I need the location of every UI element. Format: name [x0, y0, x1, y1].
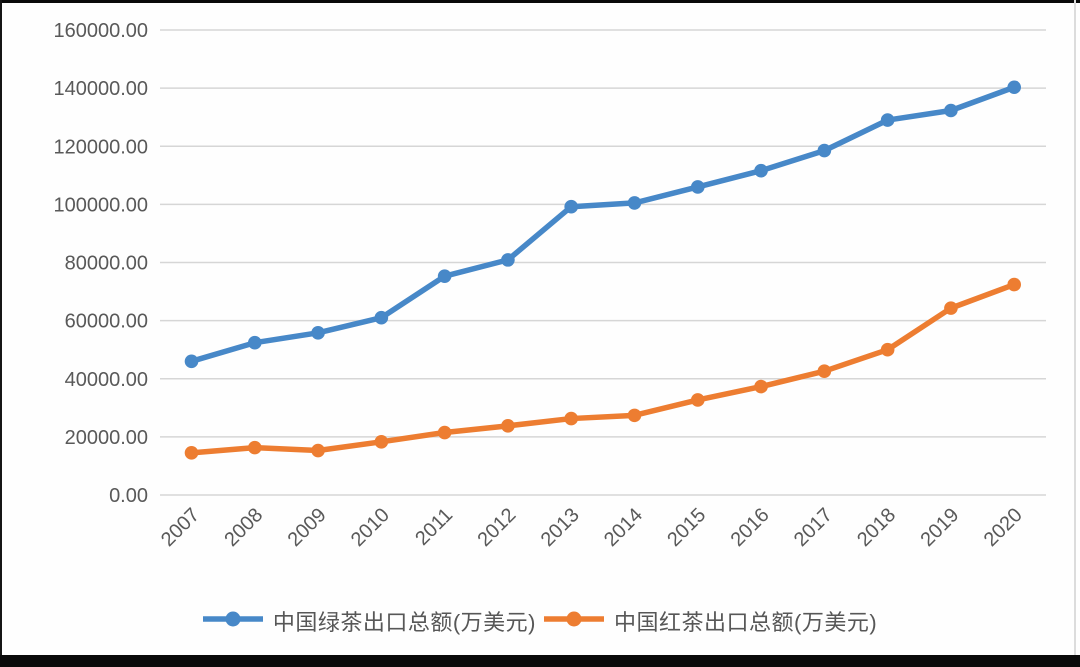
data-point-series0-2007: [184, 354, 199, 369]
data-point-series0-2011: [437, 269, 452, 283]
data-point-series0-2008: [247, 335, 262, 350]
data-point-series0-2013: [564, 199, 579, 214]
x-axis-tick-label: 2014: [600, 504, 647, 551]
data-point-series1-2010: [374, 435, 389, 449]
line-chart: 0.00 20000.00 40000.00 60000.00 80000.00 1000…: [53, 20, 1046, 551]
x-axis-tick-label: 2007: [157, 504, 204, 551]
legend-entry-green-tea: 中国绿茶出口总额(万美元): [202, 605, 536, 637]
x-axis-tick-label: 2018: [853, 504, 900, 551]
data-point-series1-2015: [690, 393, 705, 407]
x-axis-tick-label: 2015: [663, 504, 710, 551]
legend: 中国绿茶出口总额(万美元) 中国红茶出口总额(万美元): [0, 604, 1080, 638]
legend-label-black-tea: 中国红茶出口总额(万美元): [614, 610, 878, 635]
legend-label-green-tea: 中国绿茶出口总额(万美元): [272, 610, 536, 635]
y-axis-tick-label: 140000.00: [53, 78, 148, 100]
x-axis-tick-label: 2017: [790, 504, 837, 551]
data-point-series0-2010: [374, 310, 389, 325]
data-point-series0-2015: [690, 180, 705, 194]
data-point-series1-2007: [184, 446, 199, 460]
legend-marker-green-line-dot-icon: [202, 610, 263, 633]
data-point-series0-2018: [880, 113, 895, 127]
data-point-series0-2014: [627, 196, 642, 210]
x-axis-tick-label: 2010: [347, 504, 394, 551]
data-point-series0-2016: [754, 163, 768, 178]
y-axis-tick-label: 60000.00: [65, 311, 148, 333]
y-axis-tick-label: 40000.00: [65, 369, 148, 391]
series-line-1: [188, 281, 1017, 456]
x-axis-tick-label: 2012: [473, 504, 520, 551]
data-point-series0-2009: [311, 326, 325, 340]
data-point-series1-2008: [247, 440, 262, 455]
x-axis-tick-label: 2009: [284, 504, 331, 551]
data-point-series0-2017: [817, 143, 832, 158]
data-point-series1-2013: [564, 411, 579, 426]
card-right-edge: [1074, 0, 1076, 655]
x-axis-tick-label: 2013: [537, 504, 584, 551]
data-point-series1-2018: [880, 342, 895, 357]
data-point-series0-2020: [1007, 80, 1021, 95]
x-axis-tick-label: 2011: [411, 504, 457, 550]
data-point-series1-2017: [817, 364, 832, 378]
data-point-series0-2012: [501, 253, 515, 267]
y-axis-tick-label: 100000.00: [53, 194, 148, 216]
data-point-series1-2011: [437, 425, 452, 440]
y-axis-tick-label: 80000.00: [65, 253, 148, 275]
data-point-series1-2014: [627, 408, 642, 423]
data-point-series1-2012: [501, 419, 515, 433]
screen-bottom-black-bar: [0, 655, 1080, 667]
x-axis-tick-label: 2020: [980, 504, 1027, 551]
y-axis-tick-label: 160000.00: [53, 20, 148, 42]
x-axis-tick-label: 2019: [916, 504, 963, 551]
data-point-series1-2009: [311, 443, 325, 458]
legend-entry-black-tea: 中国红茶出口总额(万美元): [544, 605, 877, 637]
data-point-series1-2016: [754, 379, 768, 394]
y-axis-tick-label: 20000.00: [65, 427, 148, 449]
series-line-0: [188, 84, 1017, 365]
x-axis-tick-label: 2008: [220, 504, 267, 551]
data-point-series1-2020: [1007, 277, 1021, 292]
data-point-series0-2019: [944, 103, 958, 118]
screen-left-edge: [0, 0, 2, 667]
legend-marker-orange-line-dot-icon: [544, 610, 604, 633]
y-axis-tick-label: 120000.00: [53, 136, 148, 158]
x-axis-tick-label: 2016: [727, 504, 774, 551]
y-axis-tick-label: 0.00: [109, 485, 148, 507]
data-point-series1-2019: [944, 301, 958, 315]
screen-top-edge: [0, 0, 1080, 3]
